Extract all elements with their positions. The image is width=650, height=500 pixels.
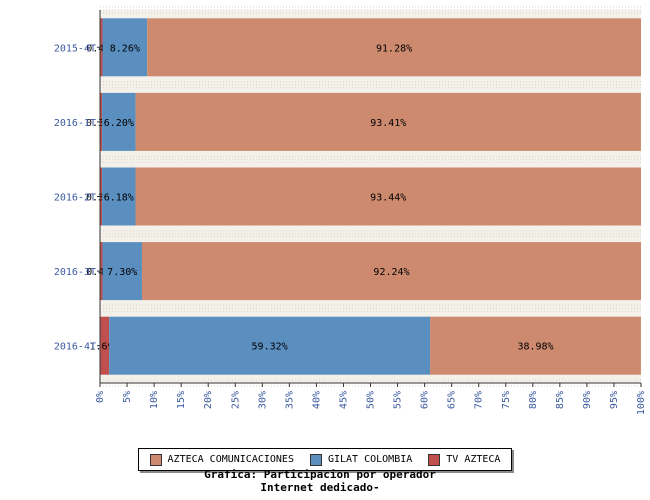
bar-segment (100, 18, 103, 77)
data-label: 91.28% (376, 43, 412, 54)
data-label: 6.20% (104, 118, 134, 129)
x-tick-label: 5% (122, 391, 133, 403)
bar-segment (100, 92, 103, 151)
x-tick-label: 55% (393, 391, 404, 409)
data-label: 0.46% (86, 267, 116, 278)
legend-label: TV AZTECA (446, 454, 501, 465)
legend-swatch (428, 453, 441, 466)
data-label: 92.24% (373, 267, 409, 278)
data-label: 0.38% (86, 118, 116, 129)
x-tick-label: 45% (338, 391, 349, 409)
bar-segment (102, 18, 148, 77)
bar-segment (100, 242, 103, 301)
x-tick-label: 70% (474, 391, 485, 409)
x-tick-label: 35% (284, 391, 295, 409)
legend-label: GILAT COLOMBIA (327, 454, 413, 465)
x-tick-label: 80% (528, 391, 539, 409)
x-tick-label: 95% (609, 391, 620, 409)
chart-area: 0.46% 8.26% 91.28% 2015-4T 0.38% 6.20% 93.41% 2… (54, 6, 647, 415)
x-tick-label: 10% (149, 391, 160, 409)
x-tick-label: 50% (366, 391, 377, 409)
stacked-bar-chart: 0.46%8.26% 91.28%2015-4T0.38%6.20% 93.41%2… (54, 6, 647, 415)
category-label: 2015-4T (54, 43, 96, 54)
data-label: 93.41% (370, 118, 406, 129)
bar-segment (100, 316, 110, 375)
bar-segment (100, 167, 103, 226)
legend: AZTECA COMUNICACIONES GILAT COLOMBIA TV AZ… (138, 448, 512, 471)
bar-segment (147, 18, 641, 77)
bar-segment (141, 242, 641, 301)
x-tick-label: 90% (582, 391, 593, 409)
legend-item: AZTECA COMUNICACIONES (149, 453, 294, 466)
x-tick-label: 40% (311, 391, 322, 409)
legend-swatch (309, 453, 322, 466)
caption-line-1: Grafica: Participacion por operador (204, 468, 436, 481)
data-label: 1.69% (90, 342, 120, 353)
data-label: 7.30% (107, 267, 137, 278)
x-tick-label: 20% (203, 391, 214, 409)
legend-label: AZTECA COMUNICACIONES (167, 454, 294, 465)
data-label: 0.38% (86, 193, 116, 204)
caption-line-2: Internet dedicado- (260, 481, 380, 494)
category-label: 2016-2T (54, 193, 96, 204)
chart-caption: Grafica: Participacion por operador Inte… (0, 468, 640, 494)
category-label: 2016-4T (54, 342, 96, 353)
data-label: 8.26% (110, 43, 140, 54)
data-label: 0.46% (86, 43, 116, 54)
x-tick-label: 30% (257, 391, 268, 409)
legend-item: GILAT COLOMBIA (309, 453, 413, 466)
bar-segment (430, 316, 641, 375)
bar-segment (135, 167, 641, 226)
category-label: 2016-1T (54, 118, 96, 129)
data-label: 6.18% (104, 193, 134, 204)
x-tick-label: 0% (95, 391, 106, 403)
bar-segment (109, 316, 431, 375)
x-tick-label: 15% (176, 391, 187, 409)
x-tick-label: 25% (230, 391, 241, 409)
legend-item: TV AZTECA (428, 453, 501, 466)
bar-segment (102, 92, 136, 151)
legend-swatch (149, 453, 162, 466)
bar-segment (135, 92, 641, 151)
bar-segment (102, 167, 136, 226)
bar-segment (102, 242, 142, 301)
x-tick-label: 100% (636, 391, 647, 415)
x-tick-label: 85% (555, 391, 566, 409)
category-label: 2016-3T (54, 267, 96, 278)
data-label: 38.98% (517, 342, 553, 353)
x-tick-label: 60% (420, 391, 431, 409)
x-tick-label: 65% (447, 391, 458, 409)
data-label: 93.44% (370, 193, 406, 204)
x-tick-label: 75% (501, 391, 512, 409)
data-label: 59.32% (252, 342, 288, 353)
